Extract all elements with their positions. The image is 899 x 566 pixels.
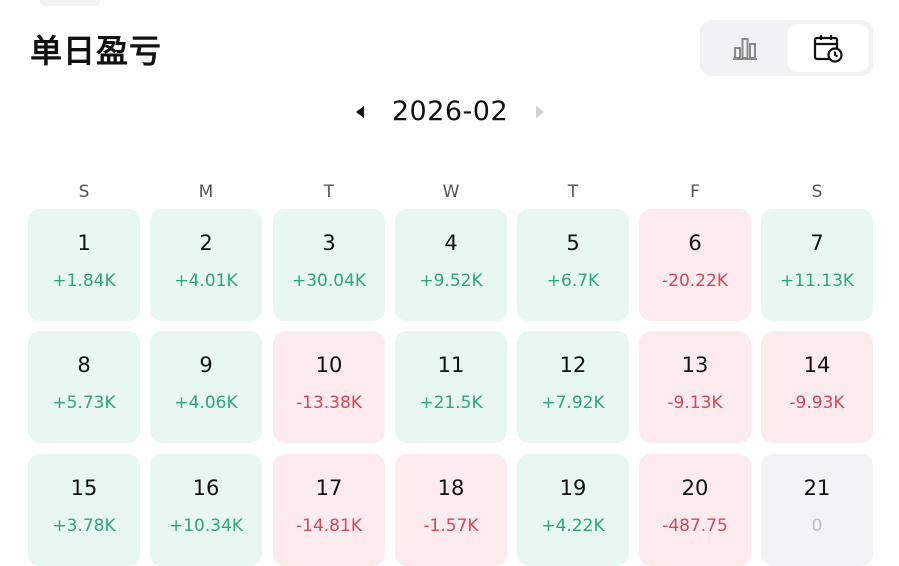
calendar-clock-icon — [813, 35, 843, 63]
day-number: 1 — [77, 231, 91, 255]
day-number: 21 — [803, 476, 831, 500]
top-strip — [40, 0, 100, 6]
weekday-thu: T — [567, 182, 579, 202]
day-cell[interactable]: 9 +4.06K — [150, 331, 262, 443]
day-pnl-value: -14.81K — [296, 516, 362, 536]
day-number: 9 — [199, 353, 213, 377]
day-pnl-value: +5.73K — [52, 393, 116, 413]
day-cell[interactable]: 2 +4.01K — [150, 209, 262, 321]
day-cell[interactable]: 8 +5.73K — [28, 331, 140, 443]
day-cell[interactable]: 18 -1.57K — [395, 454, 507, 566]
day-number: 11 — [437, 353, 465, 377]
day-cell[interactable]: 7 +11.13K — [761, 209, 873, 321]
day-pnl-value: -487.75 — [662, 516, 728, 536]
day-cell[interactable]: 17 -14.81K — [273, 454, 385, 566]
weekday-fri: F — [690, 182, 700, 202]
month-navigation: 2026-02 — [0, 92, 899, 132]
day-number: 16 — [192, 476, 220, 500]
day-pnl-value: +4.06K — [174, 393, 238, 413]
day-number: 20 — [681, 476, 709, 500]
day-cell[interactable]: 3 +30.04K — [273, 209, 385, 321]
prev-month-button[interactable] — [348, 100, 372, 124]
day-cell[interactable]: 20 -487.75 — [639, 454, 751, 566]
day-pnl-value: +11.13K — [779, 271, 855, 291]
day-cell[interactable]: 12 +7.92K — [517, 331, 629, 443]
day-pnl-value: +7.92K — [541, 393, 605, 413]
day-cell[interactable]: 5 +6.7K — [517, 209, 629, 321]
day-pnl-value: -9.93K — [789, 393, 845, 413]
day-cell[interactable]: 16 +10.34K — [150, 454, 262, 566]
day-number: 5 — [566, 231, 580, 255]
day-cell[interactable]: 15 +3.78K — [28, 454, 140, 566]
day-number: 19 — [559, 476, 587, 500]
day-pnl-value: -9.13K — [667, 393, 723, 413]
day-number: 7 — [810, 231, 824, 255]
day-number: 17 — [315, 476, 343, 500]
next-month-button[interactable] — [528, 100, 552, 124]
day-pnl-value: +4.01K — [174, 271, 238, 291]
caret-left-icon — [356, 106, 364, 118]
day-number: 2 — [199, 231, 213, 255]
day-cell[interactable]: 11 +21.5K — [395, 331, 507, 443]
day-pnl-value: +9.52K — [419, 271, 483, 291]
day-number: 13 — [681, 353, 709, 377]
day-pnl-value: -1.57K — [423, 516, 479, 536]
calendar-view-button[interactable] — [787, 24, 869, 72]
day-pnl-value: +6.7K — [546, 271, 600, 291]
day-number: 12 — [559, 353, 587, 377]
day-number: 6 — [688, 231, 702, 255]
view-toggle — [700, 20, 873, 76]
day-pnl-value: +10.34K — [168, 516, 244, 536]
day-cell[interactable]: 1 +1.84K — [28, 209, 140, 321]
day-number: 18 — [437, 476, 465, 500]
day-pnl-value: +3.78K — [52, 516, 116, 536]
weekday-tue: T — [323, 182, 335, 202]
weekday-sun: S — [78, 182, 90, 202]
day-number: 3 — [322, 231, 336, 255]
weekday-wed: W — [442, 182, 460, 202]
page-title: 单日盈亏 — [30, 32, 163, 70]
chart-view-button[interactable] — [704, 24, 786, 72]
day-cell[interactable]: 6 -20.22K — [639, 209, 751, 321]
day-pnl-value: +4.22K — [541, 516, 605, 536]
day-cell[interactable]: 21 0 — [761, 454, 873, 566]
day-number: 10 — [315, 353, 343, 377]
day-pnl-value: +1.84K — [52, 271, 116, 291]
day-pnl-value: 0 — [811, 516, 823, 536]
day-cell[interactable]: 19 +4.22K — [517, 454, 629, 566]
day-cell[interactable]: 13 -9.13K — [639, 331, 751, 443]
day-pnl-value: +30.04K — [291, 271, 367, 291]
current-month: 2026-02 — [391, 96, 509, 127]
day-cell[interactable]: 4 +9.52K — [395, 209, 507, 321]
day-pnl-value: -20.22K — [662, 271, 728, 291]
day-cell[interactable]: 10 -13.38K — [273, 331, 385, 443]
caret-right-icon — [536, 106, 544, 118]
day-number: 8 — [77, 353, 91, 377]
day-pnl-value: +21.5K — [419, 393, 483, 413]
day-number: 14 — [803, 353, 831, 377]
weekday-mon: M — [198, 182, 214, 202]
day-number: 4 — [444, 231, 458, 255]
bar-chart-icon — [733, 38, 757, 60]
day-number: 15 — [70, 476, 98, 500]
day-cell[interactable]: 14 -9.93K — [761, 331, 873, 443]
weekday-sat: S — [811, 182, 823, 202]
day-pnl-value: -13.38K — [296, 393, 362, 413]
